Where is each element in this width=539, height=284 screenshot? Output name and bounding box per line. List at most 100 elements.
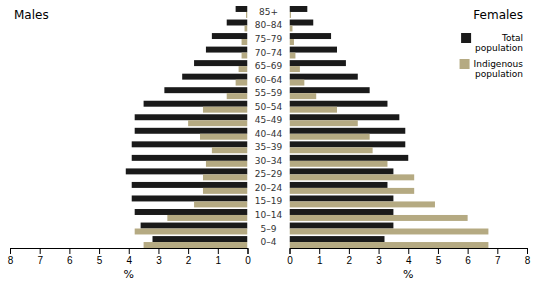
bar [290,168,394,174]
category-label: 15–19 [255,196,283,206]
bar [290,6,308,12]
tick-mark [129,248,130,254]
bar [290,53,296,59]
bar [290,120,358,126]
bar [290,209,394,215]
tick: 3 [156,248,162,266]
x-axis: 876543210 [8,248,252,266]
category-labels: 0–45–910–1415–1920–2425–2930–3435–3940–4… [255,7,283,247]
bar [206,161,248,167]
category-label: 25–29 [255,169,283,179]
bar [290,39,294,45]
tick: 8 [525,248,531,266]
legend-item: Totalpopulation [461,33,523,53]
bar [290,141,406,147]
bar [290,66,300,72]
axis-line [290,249,528,255]
panel-title: Males [14,8,49,22]
bar [290,147,373,153]
bar [290,155,409,161]
bars [126,6,248,248]
tick: 4 [126,248,132,266]
bar [212,33,248,39]
tick-label: 1 [216,255,222,266]
bar [246,12,247,18]
tick-mark [290,248,291,254]
bar [132,195,248,201]
bar [126,168,248,174]
tick: 0 [245,248,251,266]
tick-mark [497,248,498,254]
bar [188,120,247,126]
tick: 8 [8,248,14,266]
axis-line [11,249,249,255]
legend: Totalpopulation Indigenouspopulation [460,33,524,79]
tick: 7 [37,248,43,266]
legend-label: Indigenouspopulation [474,59,524,79]
tick: 6 [67,248,73,266]
legend-item: Indigenouspopulation [460,59,524,79]
tick-label: 6 [67,255,73,266]
bar [290,134,370,140]
bar [239,66,248,72]
bar [242,53,248,59]
tick-mark [349,248,350,254]
bar [132,155,248,161]
tick-label: 5 [436,255,442,266]
bar [290,242,489,248]
bar [135,209,248,215]
bar [290,25,293,31]
bar [203,188,248,194]
tick-mark [158,248,159,254]
bar [290,107,338,113]
tick-mark [379,248,380,254]
bar [290,74,358,80]
category-label: 65–69 [255,61,283,71]
tick-label: 1 [317,255,323,266]
tick: 0 [287,248,293,266]
bar [206,47,248,53]
category-label: 0–4 [261,237,277,247]
bar [212,147,248,153]
bar [290,215,468,221]
bar [203,174,248,180]
tick-label: 3 [156,255,162,266]
category-label: 75–79 [255,34,283,44]
bar [245,25,248,31]
bar [290,60,346,66]
bar [290,12,291,18]
category-label: 10–14 [255,210,283,220]
bar [290,201,435,207]
tick-label: 3 [376,255,382,266]
bar [227,20,248,26]
bar [290,161,388,167]
tick-mark [99,248,100,254]
legend-label: Totalpopulation [475,33,523,53]
tick-mark [10,248,11,254]
tick-label: 4 [126,255,132,266]
bar [290,33,332,39]
bar [290,223,394,229]
bar [290,47,338,53]
category-label: 50–54 [255,102,283,112]
category-label: 5–9 [261,224,277,234]
category-label: 80–84 [255,20,283,30]
bar [236,6,248,12]
tick-label: 2 [347,255,353,266]
category-label: 40–44 [255,129,283,139]
tick-label: 8 [525,255,531,266]
bar [290,20,314,26]
tick-label: 8 [8,255,14,266]
bar [290,174,415,180]
tick-label: 4 [406,255,412,266]
axis-title: % [403,268,413,281]
tick-label: 2 [186,255,192,266]
bar [290,188,415,194]
category-label: 70–74 [255,48,283,58]
category-label: 30–34 [255,156,283,166]
tick: 6 [465,248,471,266]
tick-mark [69,248,70,254]
category-label: 85+ [259,7,278,17]
tick-label: 7 [37,255,43,266]
category-label: 45–49 [255,115,283,125]
